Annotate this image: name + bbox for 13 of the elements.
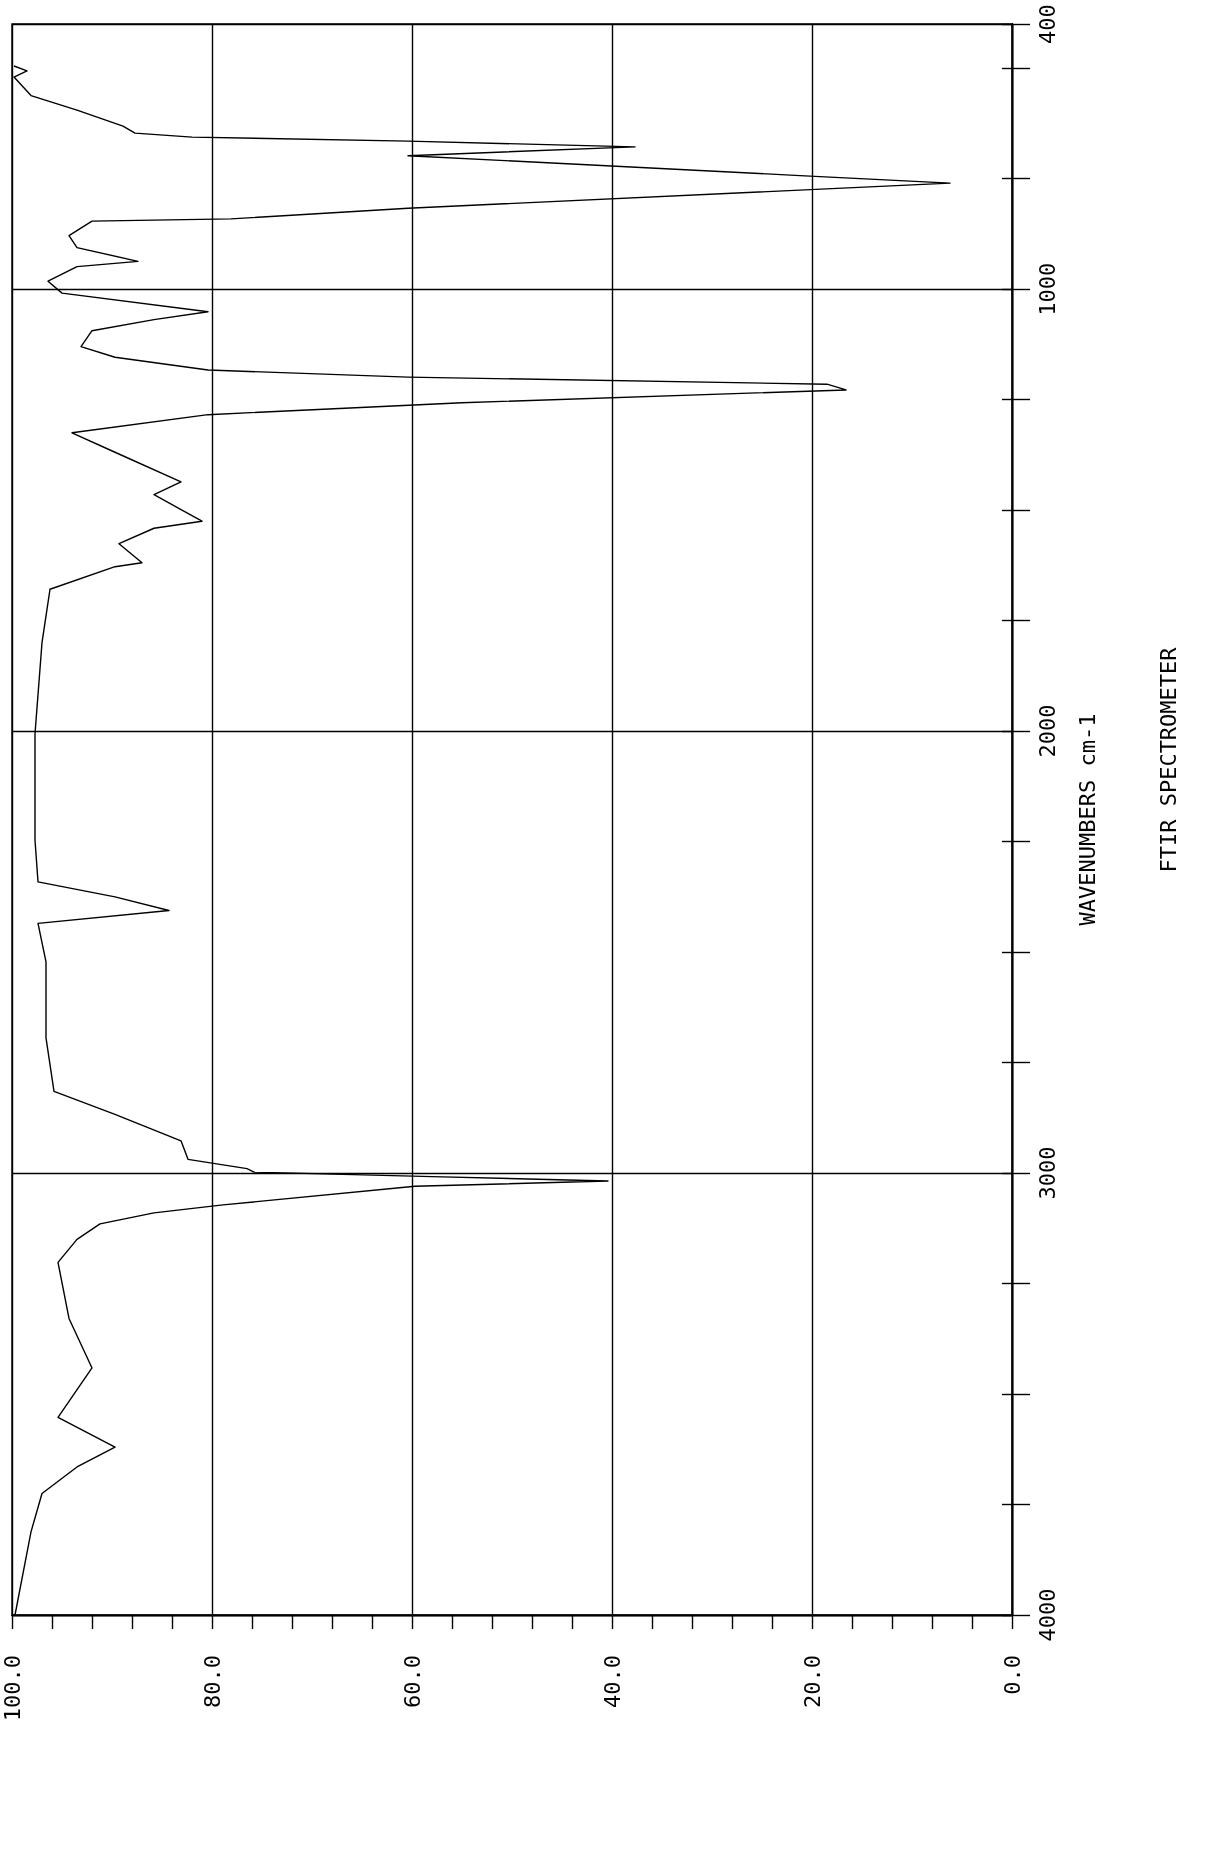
x-tick-label: 80.0 — [199, 1655, 225, 1708]
x-tick-label: 100.0 — [0, 1655, 25, 1722]
text: FTIR SPECTROMETER — [1155, 646, 1181, 873]
y-tick-label: 4000 — [1034, 1588, 1060, 1642]
x-tick-label: 40.0 — [599, 1655, 625, 1708]
y-tick-label: 2000 — [1034, 704, 1060, 758]
x-tick-label: 0.0 — [999, 1655, 1025, 1695]
y-axis-title: WAVENUMBERS cm-1 — [1074, 713, 1100, 926]
y-tick-label: 3000 — [1034, 1146, 1060, 1200]
x-tick-label: 60.0 — [399, 1655, 425, 1708]
y-tick-label: 1000 — [1034, 262, 1060, 316]
y-tick-label: 400 — [1034, 4, 1060, 44]
x-tick-label: 20.0 — [799, 1655, 825, 1708]
